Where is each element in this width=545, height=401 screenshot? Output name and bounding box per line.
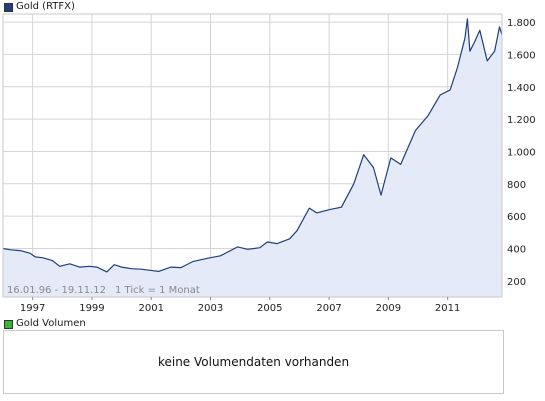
x-tick-label: 1999	[79, 303, 104, 314]
price-legend-label: Gold (RTFX)	[16, 1, 75, 12]
volume-legend-label: Gold Volumen	[16, 318, 86, 329]
price-chart: 200 400 600 800 1.000 1.200 1.400 1.600 1.800 199…	[2, 13, 536, 314]
price-line	[2, 18, 503, 273]
y-tick-label: 1.400	[507, 83, 536, 94]
y-tick-label: 600	[507, 212, 526, 223]
y-tick-label: 1.200	[507, 115, 536, 126]
x-tick-label: 2009	[376, 303, 401, 314]
x-tick-label: 2001	[138, 303, 163, 314]
y-tick-label: 200	[507, 277, 526, 288]
y-tick-label: 1.600	[507, 50, 536, 61]
plot-border	[2, 13, 503, 298]
volume-empty-message: keine Volumendaten vorhanden	[157, 355, 350, 369]
y-tick-label: 800	[507, 180, 526, 191]
x-tick-label: 2005	[257, 303, 282, 314]
x-tick-label: 1997	[20, 303, 45, 314]
x-tick-label: 2003	[198, 303, 223, 314]
price-legend: Gold (RTFX)	[4, 1, 75, 13]
x-tick-label: 2007	[316, 303, 341, 314]
volume-legend: Gold Volumen	[4, 318, 86, 330]
date-range-label: 16.01.96 - 19.11.12	[7, 285, 106, 296]
tick-interval-label: 1 Tick = 1 Monat	[115, 285, 200, 296]
y-tick-label: 1.000	[507, 147, 536, 158]
y-tick-label: 400	[507, 244, 526, 255]
price-area	[3, 18, 502, 298]
x-tick-label: 2011	[435, 303, 460, 314]
price-legend-swatch	[4, 2, 13, 12]
volume-legend-swatch	[4, 319, 13, 329]
volume-panel: keine Volumendaten vorhanden	[3, 330, 504, 394]
y-tick-label: 1.800	[507, 18, 536, 29]
